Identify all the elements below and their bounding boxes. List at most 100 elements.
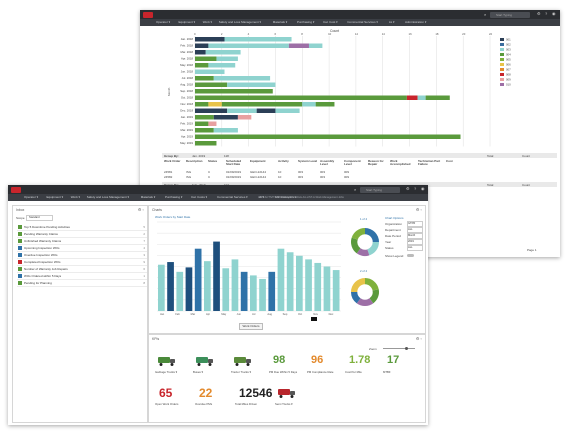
- kpi-tile[interactable]: Garbage Trucks ▾: [153, 355, 187, 383]
- menu-item[interactable]: Equipment ▾: [46, 195, 64, 199]
- menu-item[interactable]: Operator ▾: [156, 20, 171, 24]
- kpi-tile[interactable]: 96 PM Compliance Rate: [305, 354, 339, 383]
- menu-item[interactable]: Commercial Services ▾: [347, 20, 378, 24]
- inbox-item[interactable]: Unfinished Warranty Claims 7: [17, 238, 147, 245]
- search-input[interactable]: Start Typing: [490, 11, 530, 18]
- zoom-slider-handle[interactable]: [405, 346, 408, 350]
- inbox-item-count: 7: [143, 239, 145, 243]
- kpi-tile[interactable]: 1.78 Cost Per Mile: [343, 354, 377, 383]
- chart-option-select[interactable]: 2019: [407, 239, 423, 245]
- show-legend-toggle[interactable]: [407, 254, 414, 257]
- menu-item[interactable]: Safety and Loss Management ▾: [218, 20, 261, 24]
- bar-segment: [221, 102, 303, 107]
- column-header[interactable]: Assembly Level: [320, 159, 335, 167]
- kpi-label: MTBF: [383, 370, 391, 374]
- menu-item[interactable]: Cal. Cost ▾: [323, 20, 338, 24]
- truck-body: [234, 357, 246, 363]
- settings-icon[interactable]: ⚙: [406, 186, 410, 191]
- column-header[interactable]: Work Order: [164, 159, 181, 163]
- inbox-item[interactable]: Pending Warranty Claims 2: [17, 231, 147, 238]
- panel-settings-icon[interactable]: ⚙ ▫: [137, 207, 144, 212]
- zoom-slider[interactable]: [383, 346, 415, 350]
- x-tick-label: Jul: [252, 312, 256, 316]
- column-header[interactable]: Status: [208, 159, 218, 163]
- user-icon[interactable]: ◉: [552, 11, 556, 16]
- chart-option-select[interactable]: ALL: [407, 245, 423, 251]
- table-cell: 01/09/2019: [226, 169, 242, 174]
- chart-option-row: Organization GTPR: [385, 221, 423, 227]
- column-header[interactable]: Reason for Repair: [368, 159, 384, 167]
- inbox-item[interactable]: WOs Ordered within 5 Days 1: [17, 273, 147, 280]
- inbox-item[interactable]: Completed Inspection WOs 9: [17, 259, 147, 266]
- kpi-tile[interactable]: 22 Overdue PMs: [193, 386, 229, 415]
- help-icon[interactable]: ?: [414, 186, 417, 191]
- menu-item[interactable]: Lk ▾: [258, 195, 265, 199]
- menu-item[interactable]: Work ▾: [202, 20, 213, 24]
- column-header[interactable]: Description: [186, 159, 203, 163]
- help-icon[interactable]: ?: [545, 11, 548, 16]
- menu-item[interactable]: Administration ▾: [405, 20, 427, 24]
- kpi-tile[interactable]: 98 PM Due Within 5 Days: [267, 354, 301, 383]
- app-logo: [11, 186, 21, 193]
- inbox-list: Top 5 Downtime Pending Activities 5 Pendin…: [13, 224, 147, 294]
- menu-item[interactable]: Lk ▾: [389, 20, 395, 24]
- bar-segment: [417, 95, 426, 100]
- column-header[interactable]: Work Accomplished: [390, 159, 411, 167]
- kpi-tile[interactable]: Buses ▾: [191, 355, 225, 383]
- column-header[interactable]: Cost: [446, 159, 453, 163]
- kpi-tile[interactable]: 65 Open Work Orders: [153, 386, 189, 415]
- table-row[interactable]: 24581 ISG C 01/09/2019 GEO-22144 10 003 003 009: [162, 169, 557, 174]
- chart-option-row: Status ALL: [385, 245, 423, 251]
- column-header[interactable]: Activity: [278, 159, 289, 163]
- column-bar: [323, 266, 331, 311]
- chart-option-label: Date Period: [385, 233, 401, 238]
- x-tick-label: Mar: [191, 312, 196, 316]
- inbox-item[interactable]: Number of Warranty Job Repairs 6: [17, 266, 147, 273]
- inbox-item[interactable]: Pending for Planning 8: [17, 280, 147, 287]
- kpi-tile[interactable]: Semi Trucks ▾: [273, 387, 309, 415]
- column-bar: [222, 268, 230, 311]
- kpi-label: Total Miles Driven: [235, 402, 258, 406]
- chart-option-select[interactable]: ALL: [407, 227, 423, 233]
- menu-item[interactable]: Purchasing ▾: [297, 20, 315, 24]
- column-header[interactable]: Equipment: [250, 159, 266, 163]
- inbox-item[interactable]: Top 5 Downtime Pending Activities 5: [17, 224, 147, 231]
- menu-item[interactable]: Cal. Costs ▾: [191, 195, 208, 199]
- settings-icon[interactable]: ⚙: [537, 11, 541, 16]
- pagination[interactable]: Page 1: [527, 248, 537, 252]
- search-icon[interactable]: ⌕: [484, 12, 487, 17]
- menu-item[interactable]: Commercial Services ▾: [217, 195, 248, 199]
- menu-item[interactable]: Administration ▾: [274, 195, 297, 199]
- user-icon[interactable]: ◉: [421, 186, 425, 191]
- x-tick-label: 2: [221, 32, 223, 36]
- kpi-tile[interactable]: Tractor Trucks ▾: [229, 355, 263, 383]
- menu-item[interactable]: Materials ▾: [140, 195, 156, 199]
- panel-settings-icon[interactable]: ⚙ ▫: [415, 336, 422, 341]
- menu-item[interactable]: Work ▾: [70, 195, 81, 199]
- menu-item[interactable]: Purchasing ▾: [165, 195, 183, 199]
- kpi-tile[interactable]: 12546 Total Miles Driven: [233, 386, 272, 415]
- column-header[interactable]: Technician Part Failure: [418, 159, 441, 167]
- menu-item[interactable]: Safety and Loss Management ▾: [86, 195, 129, 199]
- table-row[interactable]: 24582 ISG C 01/09/2019 GEO-22144 10 003 003 009: [162, 174, 557, 179]
- inbox-item[interactable]: Overdue Inspection WOs 3: [17, 252, 147, 259]
- y-tick-label: Dec. 2018: [180, 109, 193, 113]
- column-header[interactable]: System Level: [298, 159, 318, 163]
- panel-settings-icon[interactable]: ⚙ ▫: [415, 207, 422, 212]
- donut-slice: [365, 228, 379, 242]
- column-header[interactable]: Scheduled Start Date: [226, 159, 242, 167]
- chart-option-select[interactable]: GTPR: [407, 221, 423, 227]
- scope-select[interactable]: Standard: [26, 215, 53, 221]
- search-icon[interactable]: ⌕: [354, 187, 357, 192]
- y-tick-label: May. 2018: [180, 63, 193, 67]
- bar-segment: [195, 37, 225, 42]
- kpi-tile[interactable]: 17 MTBF: [381, 354, 415, 383]
- column-header[interactable]: Component Level: [344, 159, 361, 167]
- menu-item[interactable]: Equipment ▾: [178, 20, 196, 24]
- work-orders-button[interactable]: Work Orders: [239, 323, 263, 330]
- inbox-item[interactable]: Upcoming Inspection WOs 4: [17, 245, 147, 252]
- menu-item[interactable]: Materials ▾: [272, 20, 288, 24]
- menu-item[interactable]: Operator ▾: [24, 195, 39, 199]
- search-input[interactable]: Start Typing: [360, 186, 400, 193]
- chart-option-select[interactable]: Month: [407, 233, 423, 239]
